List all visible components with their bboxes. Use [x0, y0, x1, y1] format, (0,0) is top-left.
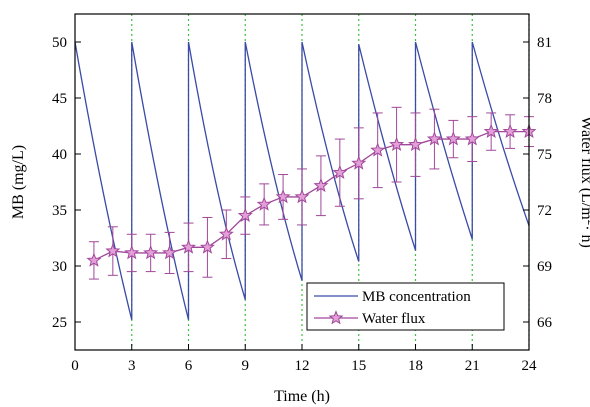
- y-left-tick-label: 45: [52, 91, 67, 107]
- x-tick-label: 6: [185, 358, 193, 374]
- water-flux-point: [294, 189, 310, 204]
- water-flux-point: [389, 136, 405, 152]
- water-flux-point: [483, 123, 499, 138]
- mb-concentration-series: [74, 41, 530, 320]
- y-right-tick-label: 78: [537, 91, 552, 107]
- y-axis-right-title-main: Water flux (L/m: [578, 116, 590, 220]
- y-left-tick-label: 40: [52, 147, 67, 163]
- water-flux-point: [275, 189, 291, 204]
- water-flux-point: [370, 142, 386, 157]
- legend-mb-label: MB concentration: [362, 289, 471, 305]
- y-axis-left-title: MB (mg/L): [10, 145, 27, 219]
- water-flux-point: [502, 123, 518, 138]
- y-right-tick-label: 72: [537, 203, 552, 219]
- x-tick-label: 24: [522, 358, 538, 374]
- x-tick-label: 9: [242, 358, 250, 374]
- x-tick-label: 15: [351, 358, 366, 374]
- y-right-tick-label: 81: [537, 35, 552, 51]
- water-flux-point: [256, 196, 272, 211]
- water-flux-point: [313, 177, 329, 193]
- water-flux-point: [351, 155, 367, 170]
- water-flux-point: [124, 245, 140, 260]
- water-flux-point: [464, 131, 480, 146]
- x-axis-title: Time (h): [274, 388, 330, 405]
- water-flux-point: [218, 226, 234, 241]
- water-flux-point: [332, 164, 348, 180]
- water-flux-point: [426, 131, 442, 146]
- y-axis-right-title-sup: 2: [585, 220, 590, 226]
- legend-flux-star-icon: [328, 310, 344, 325]
- legend-flux-label: Water flux: [362, 311, 426, 327]
- y-right-tick-label: 66: [537, 315, 553, 331]
- y-axis-right-title-tail: · h): [578, 225, 590, 248]
- legend: MB concentration Water flux: [306, 282, 505, 331]
- water-flux-line: [93, 130, 529, 261]
- y-left-tick-label: 35: [52, 203, 67, 219]
- y-right-tick-label: 69: [537, 259, 552, 275]
- x-tick-label: 3: [128, 358, 136, 374]
- water-flux-point: [408, 136, 423, 152]
- water-flux-point: [237, 207, 253, 222]
- water-flux-point: [181, 239, 196, 254]
- y-left-tick-label: 25: [52, 315, 67, 331]
- x-tick-label: 0: [71, 358, 79, 374]
- x-tick-label: 18: [408, 358, 423, 374]
- water-flux-point: [105, 243, 121, 258]
- y-right-tick-label: 75: [537, 147, 552, 163]
- water-flux-series: [86, 106, 537, 280]
- water-flux-point: [445, 131, 461, 146]
- y-left-tick-label: 30: [52, 259, 67, 275]
- water-flux-point: [143, 245, 159, 260]
- water-flux-point: [162, 245, 178, 260]
- y-left-tick-label: 50: [52, 35, 67, 51]
- water-flux-point: [86, 252, 102, 267]
- x-tick-label: 12: [295, 358, 310, 374]
- y-axis-right-title: Water flux (L/m2· h): [578, 116, 590, 248]
- water-flux-point: [199, 239, 215, 254]
- mb-concentration-line: [74, 41, 530, 320]
- x-tick-label: 21: [465, 358, 480, 374]
